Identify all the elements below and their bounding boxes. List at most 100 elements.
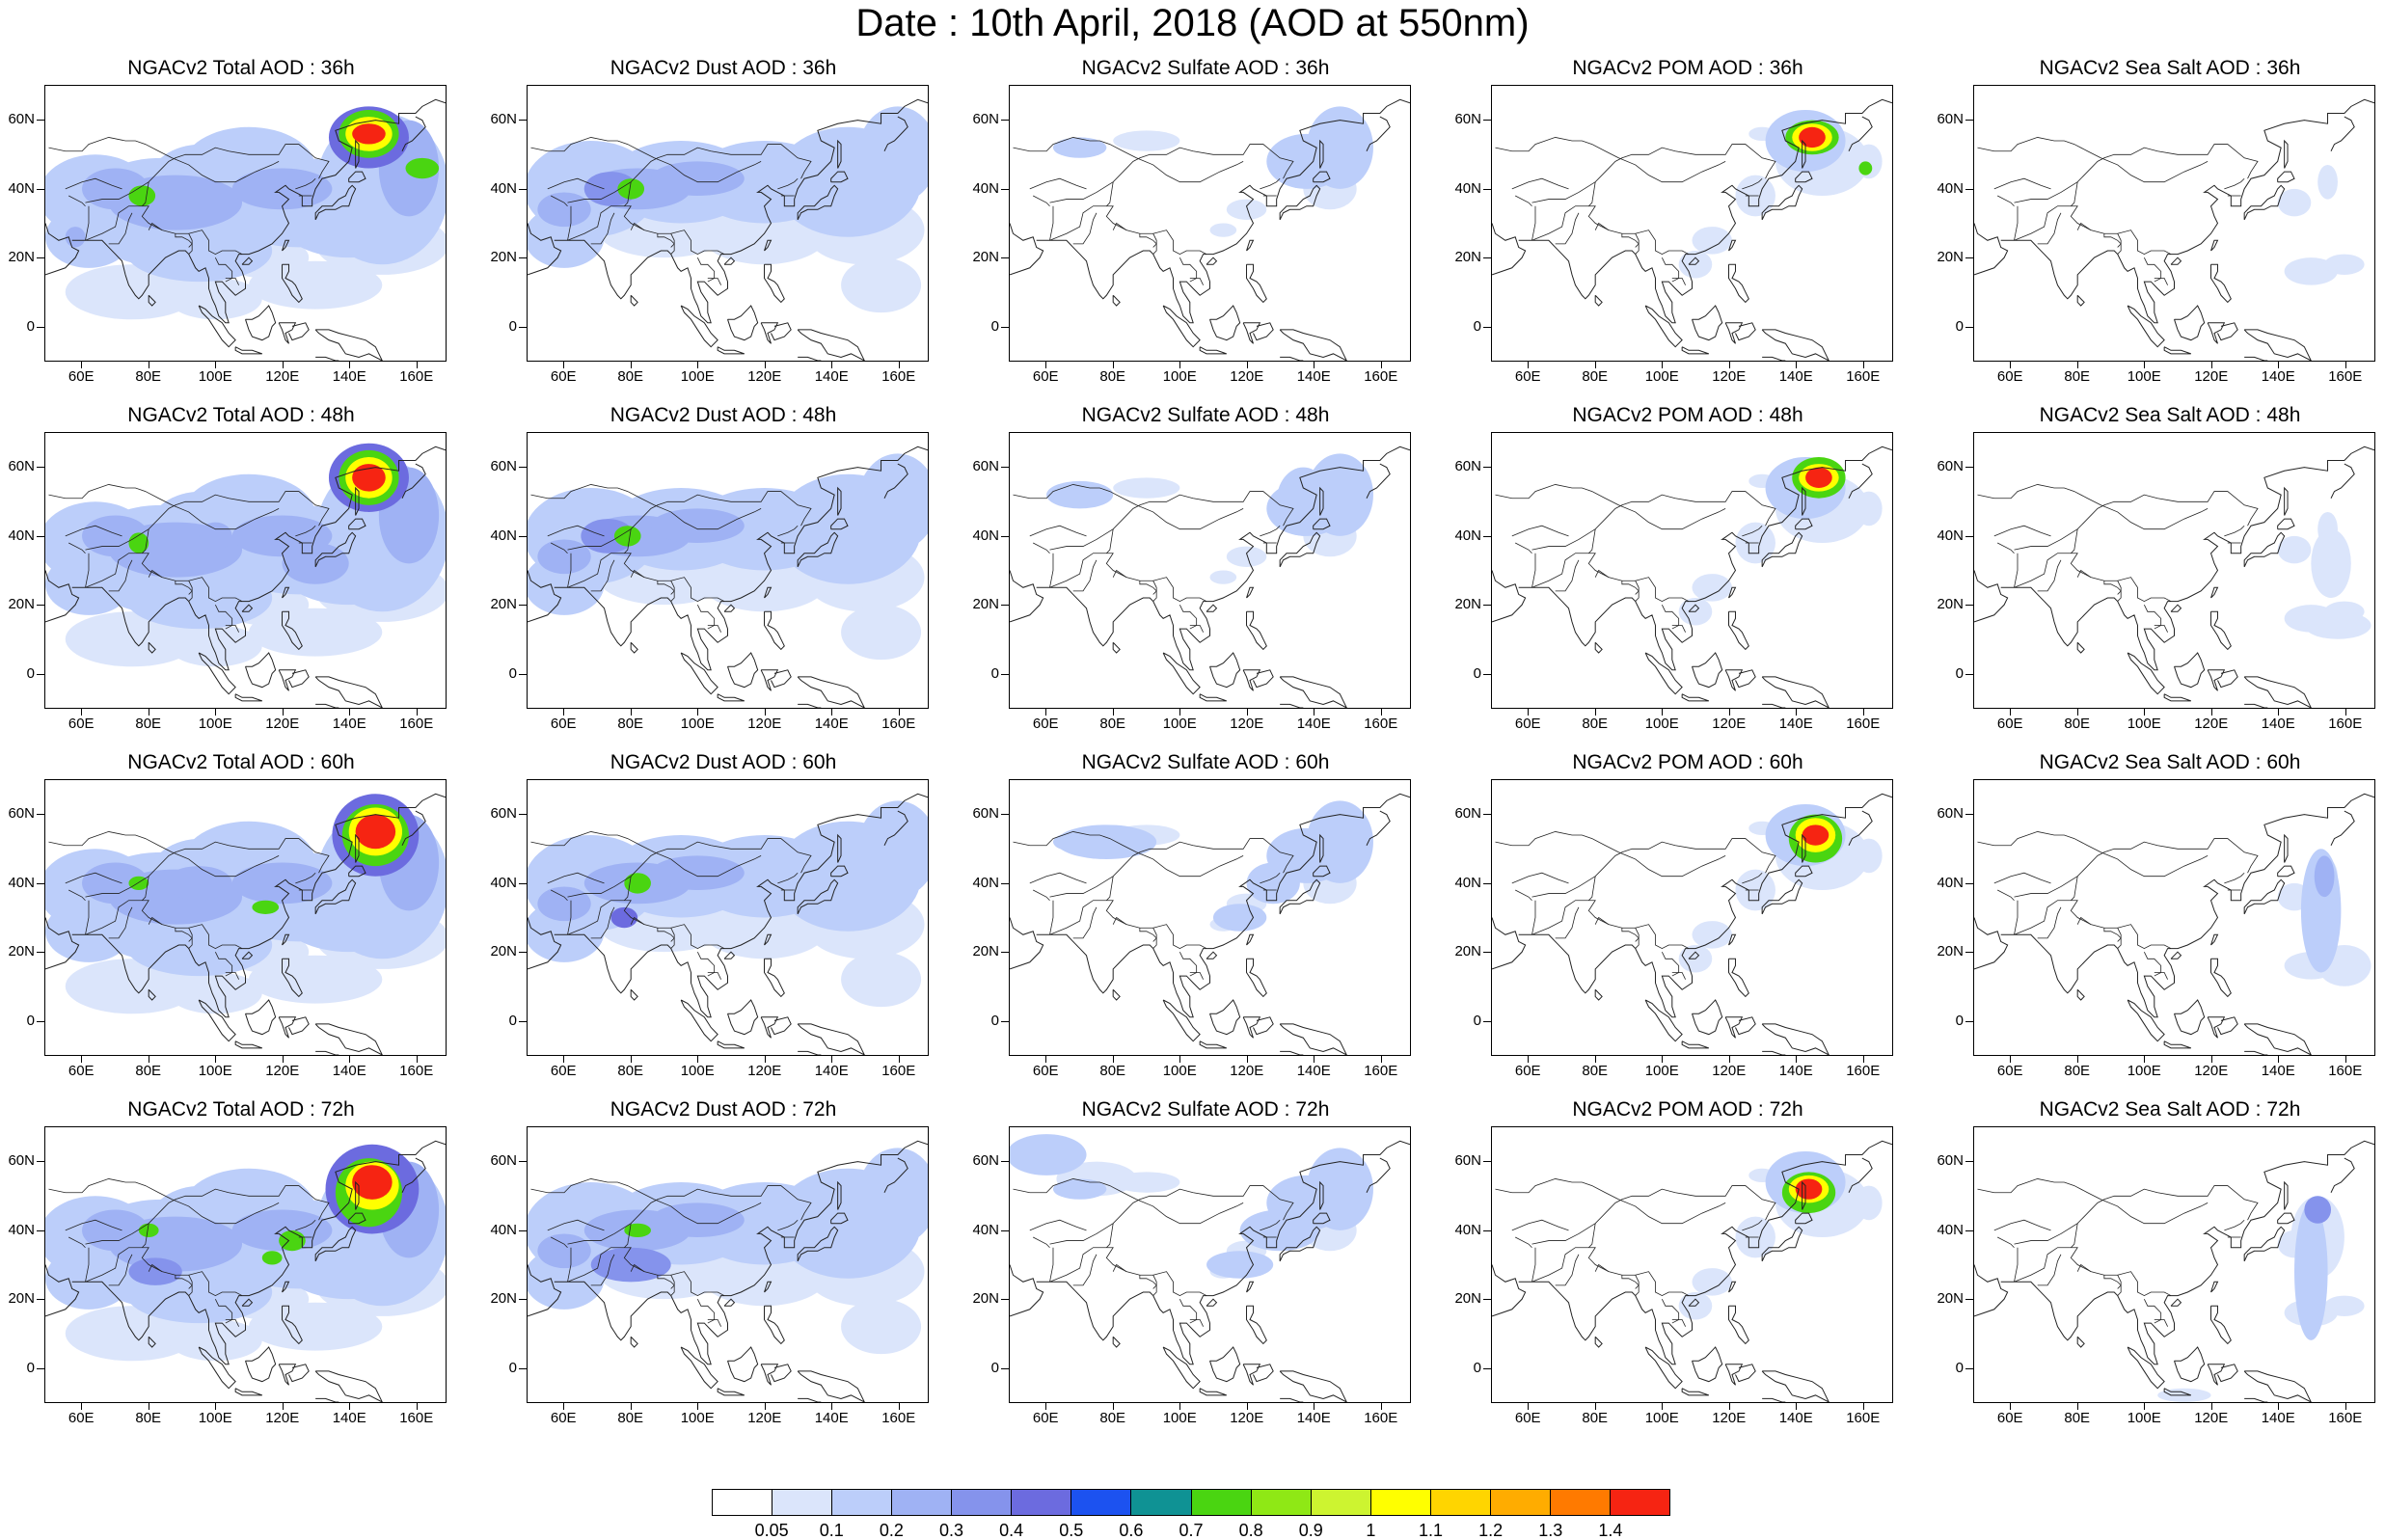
country-border	[630, 916, 645, 925]
country-border	[1594, 916, 1610, 925]
country-border	[1661, 257, 1680, 283]
lon-tick	[1862, 709, 1864, 716]
coastline	[1319, 1180, 1324, 1210]
aod-field-cell	[165, 866, 232, 901]
country-border	[1531, 838, 1776, 898]
aod-field-cell	[2294, 1202, 2328, 1340]
map-panel-seasalt-2: NGACv2 Sea Salt AOD : 60h 60N 40N 20N 0 60E 80…	[1929, 750, 2385, 1097]
country-border	[1511, 525, 1569, 537]
lon-tick-label: 80E	[135, 1063, 162, 1079]
country-border	[68, 542, 86, 554]
coastline	[2174, 305, 2206, 341]
lon-tick	[2144, 362, 2146, 368]
aod-map	[45, 443, 446, 708]
country-border	[2143, 257, 2162, 283]
map-panel-sulfate-3: NGACv2 Sulfate AOD : 72h 60N 40N 20N 0 60E 80E…	[964, 1097, 1447, 1445]
lon-tick	[898, 362, 900, 368]
aod-field-cell	[650, 855, 745, 890]
lon-tick	[1862, 362, 1864, 368]
lat-tick-label: 60N	[1937, 1151, 1964, 1169]
coastline	[1762, 356, 1786, 361]
lon-tick-label: 160E	[399, 368, 434, 385]
coastline	[1036, 98, 1410, 324]
coastline	[234, 1388, 262, 1396]
coastline	[1802, 139, 1806, 169]
aod-field-cell	[82, 1209, 149, 1252]
coastline	[355, 139, 360, 169]
colorbar-swatch	[1550, 1490, 1611, 1515]
lon-tick-label: 100E	[1644, 716, 1679, 732]
coastline	[278, 1016, 297, 1039]
coastline	[1246, 610, 1267, 651]
lat-tick	[1001, 1229, 1009, 1231]
aod-field-cell	[1010, 1134, 1087, 1175]
country-border	[1049, 205, 1054, 241]
lat-tick-label: 40N	[1937, 179, 1964, 197]
country-border	[590, 559, 615, 592]
lat-tick	[1483, 327, 1491, 329]
aod-map	[45, 793, 446, 1055]
map-plot-area	[44, 85, 447, 362]
lon-tick-label: 100E	[1162, 1063, 1197, 1079]
coastline	[1253, 669, 1274, 689]
aod-field-cell	[857, 453, 928, 551]
lon-tick	[831, 1403, 833, 1410]
coastline	[1366, 1157, 1391, 1193]
coastline	[1209, 999, 1241, 1036]
country-border	[1013, 484, 1137, 506]
lon-tick-label: 160E	[1364, 716, 1398, 732]
coastline	[1735, 322, 1756, 341]
lon-tick-label: 60E	[68, 1063, 95, 1079]
coastline	[1724, 669, 1744, 691]
lon-tick	[1045, 1403, 1047, 1410]
coastline	[282, 263, 303, 304]
map-panel-sulfate-2: NGACv2 Sulfate AOD : 60h 60N 40N 20N 0 60E 80E…	[964, 750, 1447, 1097]
lon-tick-label: 140E	[1778, 1063, 1813, 1079]
coastline	[1279, 1023, 1347, 1055]
coastline	[2243, 531, 2286, 568]
lon-tick	[81, 709, 83, 716]
aod-field-cell	[2304, 611, 2371, 639]
country-border	[1993, 872, 2051, 884]
lon-tick	[697, 1056, 699, 1063]
coastline	[1112, 988, 1121, 1001]
coastline	[1735, 669, 1756, 689]
coastline	[797, 676, 865, 708]
lat-tick	[519, 813, 527, 815]
country-border	[567, 838, 812, 898]
aod-field-cell	[252, 900, 280, 914]
country-border	[590, 1254, 615, 1286]
country-border	[295, 872, 316, 884]
country-border	[1152, 581, 1157, 602]
lat-tick	[1001, 466, 1009, 468]
panel-title: NGACv2 Total AOD : 60h	[127, 751, 355, 773]
country-border	[1189, 278, 1204, 285]
lat-tick-label: 0	[990, 1360, 999, 1377]
coastline	[2244, 1397, 2268, 1402]
country-border	[657, 581, 675, 595]
panel-title: NGACv2 POM AOD : 36h	[1572, 57, 1803, 79]
country-border	[1977, 831, 2101, 853]
lon-tick-label: 120E	[747, 368, 782, 385]
coastline	[401, 1157, 426, 1193]
coastline	[830, 1212, 849, 1225]
country-border	[2100, 1199, 2209, 1225]
aod-field-cell	[1113, 130, 1180, 151]
country-border	[1621, 581, 1640, 595]
aod-field-cell	[650, 508, 745, 543]
coastline	[797, 1023, 865, 1055]
country-border	[2224, 1219, 2245, 1231]
panel-title: NGACv2 Sea Salt AOD : 72h	[2039, 1098, 2301, 1121]
coastline	[1594, 988, 1603, 1001]
aod-field-cell	[1802, 824, 1829, 846]
aod-map	[1974, 1140, 2374, 1402]
lon-tick-label: 120E	[265, 368, 300, 385]
map-panel-dust-3: NGACv2 Dust AOD : 72h 60N 40N 20N 0 60E 80E 100…	[482, 1097, 964, 1445]
lat-tick-label: 40N	[490, 179, 517, 197]
coastline	[401, 810, 426, 846]
aod-field-cell	[2311, 528, 2351, 598]
map-plot-area	[527, 85, 929, 362]
colorbar-swatch	[1012, 1490, 1072, 1515]
colorbar-label: 0.9	[1298, 1521, 1323, 1540]
country-border	[567, 553, 725, 603]
